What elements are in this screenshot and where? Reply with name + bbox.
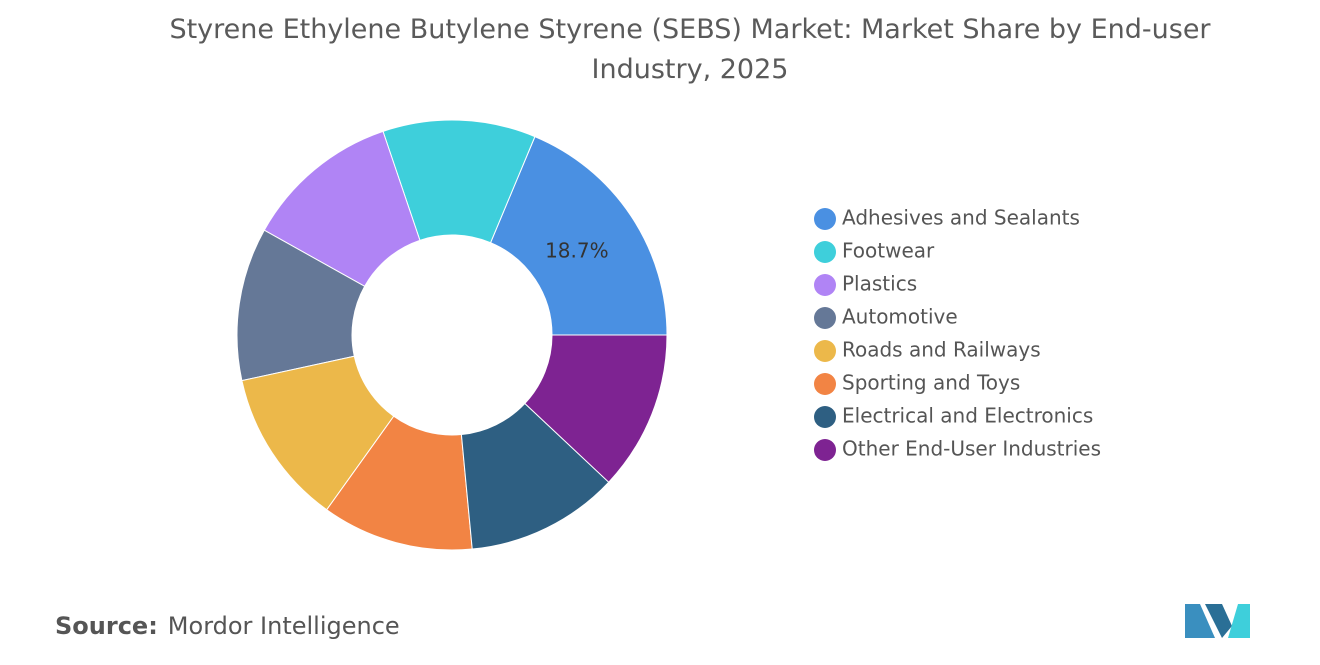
legend-label: Roads and Railways [842, 338, 1041, 362]
value-label: 18.7% [545, 238, 609, 262]
source-label: Source: [55, 612, 158, 640]
legend-label: Electrical and Electronics [842, 404, 1093, 428]
legend-marker [814, 208, 836, 230]
legend-label: Footwear [842, 239, 935, 263]
legend-marker [814, 439, 836, 461]
source-text: Mordor Intelligence [167, 612, 400, 640]
legend-label: Plastics [842, 272, 917, 296]
legend-marker [814, 241, 836, 263]
legend-label: Automotive [842, 305, 958, 329]
legend-label: Sporting and Toys [842, 371, 1020, 395]
legend-label: Adhesives and Sealants [842, 206, 1080, 230]
legend-marker [814, 307, 836, 329]
slice [524, 334, 668, 483]
legend-label: Other End-User Industries [842, 437, 1101, 461]
legend-marker [814, 406, 836, 428]
legend-marker [814, 340, 836, 362]
logo [1185, 604, 1250, 638]
source: Source: Mordor Intelligence [55, 612, 400, 640]
slice [489, 135, 668, 336]
legend-marker [814, 373, 836, 395]
legend-marker [814, 274, 836, 296]
chart-title: Styrene Ethylene Butylene Styrene (SEBS)… [169, 14, 1211, 85]
